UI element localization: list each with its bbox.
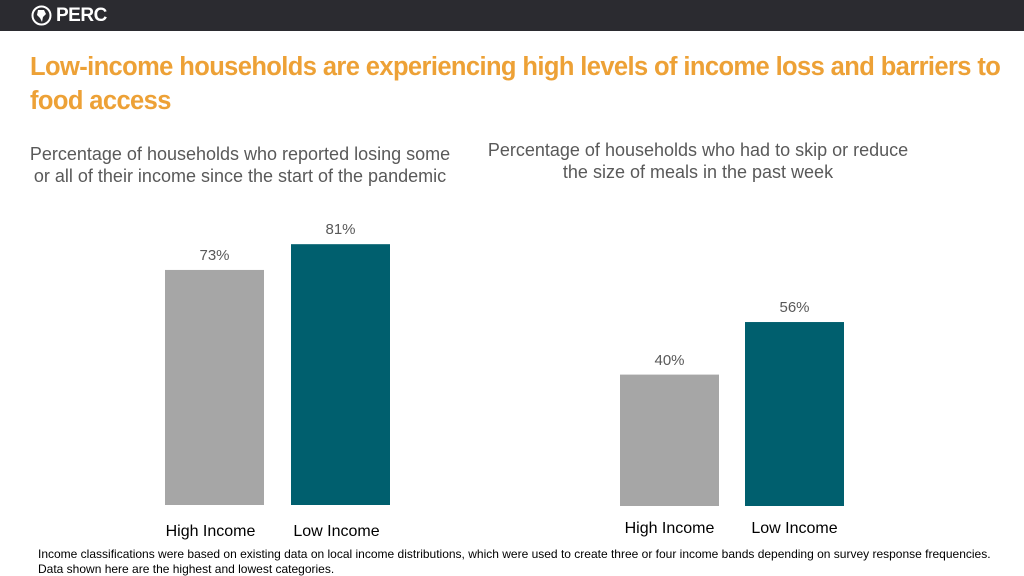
- bar: [620, 374, 719, 506]
- chart-subtitle: Percentage of households who had to skip…: [487, 140, 909, 182]
- category-label: Low Income: [293, 523, 380, 540]
- bar: [165, 269, 264, 505]
- value-label: 40%: [654, 351, 685, 369]
- value-label: 81%: [325, 221, 356, 239]
- bar: [291, 244, 390, 505]
- category-label: High Income: [165, 523, 256, 540]
- logo-icon: [31, 5, 52, 26]
- category-label: Low Income: [751, 520, 838, 537]
- value-label: 56%: [779, 299, 810, 317]
- value-label: 73%: [199, 246, 230, 264]
- footnote: Income classifications were based on exi…: [38, 547, 991, 576]
- logo-text: PERC: [56, 5, 107, 26]
- category-label: High Income: [624, 520, 715, 537]
- bar: [745, 322, 844, 506]
- chart-subtitle: Percentage of households who reported lo…: [29, 144, 451, 186]
- slide-title: Low-income households are experiencing h…: [30, 53, 1001, 115]
- top-bar: [0, 0, 1024, 31]
